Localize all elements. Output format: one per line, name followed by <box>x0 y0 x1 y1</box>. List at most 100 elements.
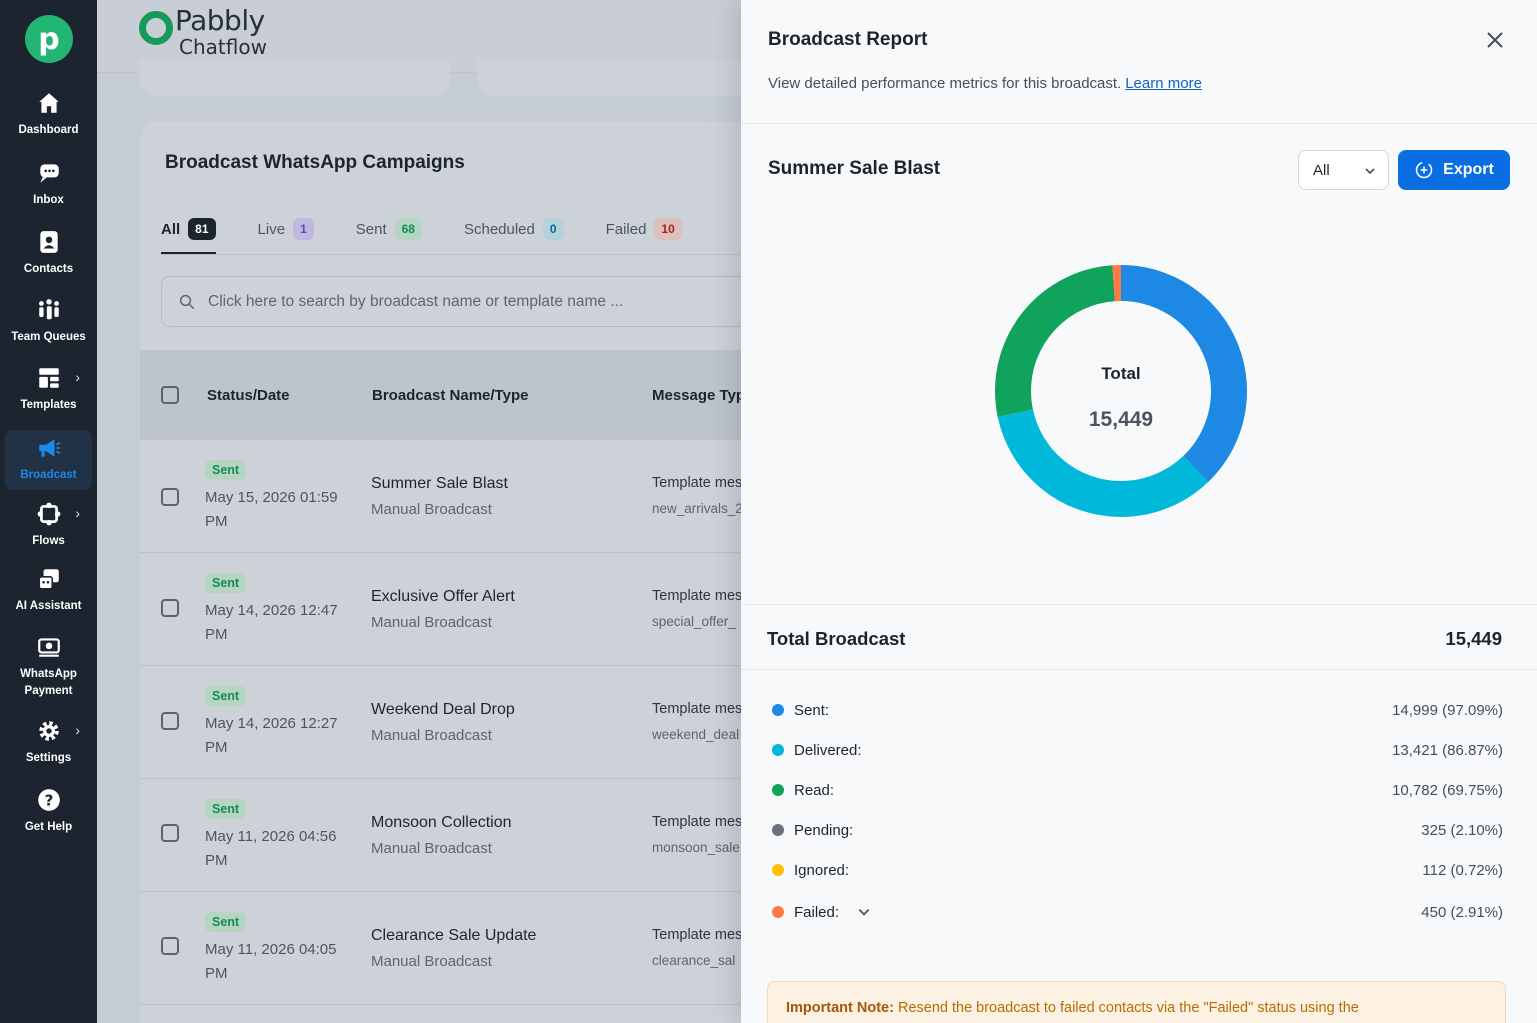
column-header[interactable]: Message Typ <box>652 387 741 404</box>
sidebar-item-settings[interactable]: Settings › <box>5 718 92 767</box>
table-row[interactable]: Sent May 14, 2026 12:27 PM Weekend Deal … <box>140 666 741 779</box>
sidebar-item-team-queues[interactable]: Team Queues <box>5 297 92 346</box>
chevron-right-icon: › <box>75 722 80 738</box>
stat-value: 13,421 (86.87%) <box>1392 741 1503 759</box>
donut-slice-read[interactable] <box>995 265 1247 517</box>
stat-value: 14,999 (97.09%) <box>1392 701 1503 719</box>
tab-label: Sent <box>355 220 387 238</box>
sidebar-item-flows[interactable]: Flows › <box>5 501 92 550</box>
divider <box>741 604 1537 605</box>
table-header: Status/Date Broadcast Name/Type Message … <box>140 350 741 440</box>
broadcast-name: Exclusive Offer Alert <box>371 588 515 605</box>
sidebar-item-get-help[interactable]: ? Get Help <box>5 787 92 836</box>
tab-live[interactable]: Live 1 <box>258 216 314 242</box>
tab-scheduled[interactable]: Scheduled 0 <box>464 216 564 242</box>
team-icon <box>38 299 59 320</box>
sidebar-item-broadcast[interactable]: Broadcast <box>5 430 92 490</box>
table-row[interactable]: Sent May 11, 2026 04:05 PM Clearance Sal… <box>140 892 741 1005</box>
subtitle-text: View detailed performance metrics for th… <box>768 75 1122 92</box>
template-icon <box>38 368 59 388</box>
broadcast-type: Manual Broadcast <box>371 953 492 970</box>
sidebar-item-label: AI Assistant <box>15 600 82 612</box>
sidebar-item-whatsapp-payment[interactable]: WhatsApp Payment <box>5 634 92 700</box>
table-row[interactable]: Sent May 11, 2026 04:56 PM Monsoon Colle… <box>140 779 741 892</box>
divider <box>741 123 1537 124</box>
message-type: Template mes <box>652 588 741 604</box>
tab-all[interactable]: All 81 <box>161 216 216 242</box>
sidebar-item-dashboard[interactable]: Dashboard <box>5 90 92 139</box>
table-row[interactable]: Sent May 15, 2026 01:59 PM Summer Sale B… <box>140 440 741 553</box>
legend-dot <box>772 824 784 836</box>
template-name: new_arrivals_2 <box>652 501 741 516</box>
donut-chart <box>995 265 1247 517</box>
legend-dot <box>772 704 784 716</box>
svg-text:?: ? <box>44 791 53 809</box>
sidebar-item-contacts[interactable]: Contacts <box>5 229 92 278</box>
brand-product: Chatflow <box>179 35 267 59</box>
row-checkbox[interactable] <box>161 488 179 506</box>
tab-label: Failed <box>605 220 647 238</box>
stat-delivered: Delivered: 13,421 (86.87%) <box>772 739 1503 761</box>
select-all-checkbox[interactable] <box>161 386 179 404</box>
stat-pending: Pending: 325 (2.10%) <box>772 819 1503 841</box>
message-type: Template mes <box>652 927 741 943</box>
row-checkbox[interactable] <box>161 712 179 730</box>
stat-label: Pending: <box>794 821 854 839</box>
legend-dot <box>772 744 784 756</box>
search-icon <box>179 294 195 309</box>
campaign-name: Summer Sale Blast <box>768 158 941 179</box>
donut-slice-failed[interactable] <box>995 265 1247 517</box>
status-badge: Sent <box>205 460 247 480</box>
learn-more-link[interactable]: Learn more <box>1125 75 1202 92</box>
stat-failed[interactable]: Failed: 450 (2.91%) <box>772 901 1503 923</box>
sidebar-item-label: Dashboard <box>18 124 79 136</box>
filter-select[interactable]: All <box>1298 150 1389 190</box>
table-row[interactable]: Sent May 14, 2026 12:47 PM Exclusive Off… <box>140 553 741 666</box>
chevron-down-icon[interactable] <box>857 905 871 919</box>
tab-failed[interactable]: Failed 10 <box>606 216 682 242</box>
sidebar-item-label: Templates <box>20 399 77 411</box>
close-icon[interactable] <box>1483 28 1507 52</box>
broadcast-name: Clearance Sale Update <box>371 927 537 944</box>
chevron-right-icon: › <box>75 369 80 385</box>
template-name: monsoon_sale <box>652 840 740 855</box>
sidebar-item-label: Broadcast <box>20 469 77 481</box>
contact-icon <box>39 231 58 253</box>
stat-ignored: Ignored: 112 (0.72%) <box>772 859 1503 881</box>
row-date: May 14, 2026 12:47 PM <box>205 602 338 643</box>
pabbly-logo-mark <box>139 11 173 45</box>
sidebar-item-templates[interactable]: Templates › <box>5 365 92 414</box>
chevron-right-icon: › <box>75 505 80 521</box>
column-header[interactable]: Broadcast Name/Type <box>372 387 529 404</box>
legend-dot <box>772 864 784 876</box>
tab-count-badge: 81 <box>188 218 216 240</box>
flow-icon <box>37 502 60 526</box>
app-logo[interactable]: p <box>25 15 73 63</box>
row-checkbox[interactable] <box>161 824 179 842</box>
row-checkbox[interactable] <box>161 937 179 955</box>
broadcast-name: Monsoon Collection <box>371 814 512 831</box>
template-name: clearance_sal <box>652 953 736 968</box>
stat-read: Read: 10,782 (69.75%) <box>772 779 1503 801</box>
sidebar-item-inbox[interactable]: Inbox <box>5 160 92 209</box>
megaphone-icon <box>38 439 60 457</box>
export-button[interactable]: Export <box>1398 150 1510 190</box>
chevron-down-icon <box>1365 168 1375 175</box>
gear-icon <box>38 721 59 741</box>
donut-slice-delivered[interactable] <box>995 265 1247 517</box>
broadcast-type: Manual Broadcast <box>371 727 492 744</box>
column-header[interactable]: Status/Date <box>207 387 290 404</box>
tab-label: Scheduled <box>463 220 535 238</box>
tab-label: All <box>161 220 181 238</box>
sidebar-item-ai-assistant[interactable]: AI Assistant <box>5 566 92 615</box>
brand-logo[interactable]: Pabbly Chatflow <box>139 7 267 60</box>
row-checkbox[interactable] <box>161 599 179 617</box>
broadcast-type: Manual Broadcast <box>371 614 492 631</box>
tab-sent[interactable]: Sent 68 <box>356 216 422 242</box>
broadcast-name: Summer Sale Blast <box>371 475 508 492</box>
search-input[interactable]: Click here to search by broadcast name o… <box>161 276 741 327</box>
note-text: Resend the broadcast to failed contacts … <box>897 1000 1359 1016</box>
donut-center-value: 15,449 <box>1088 408 1154 431</box>
sidebar-item-label: Inbox <box>33 194 64 206</box>
stat-value: 450 (2.91%) <box>1421 903 1503 921</box>
